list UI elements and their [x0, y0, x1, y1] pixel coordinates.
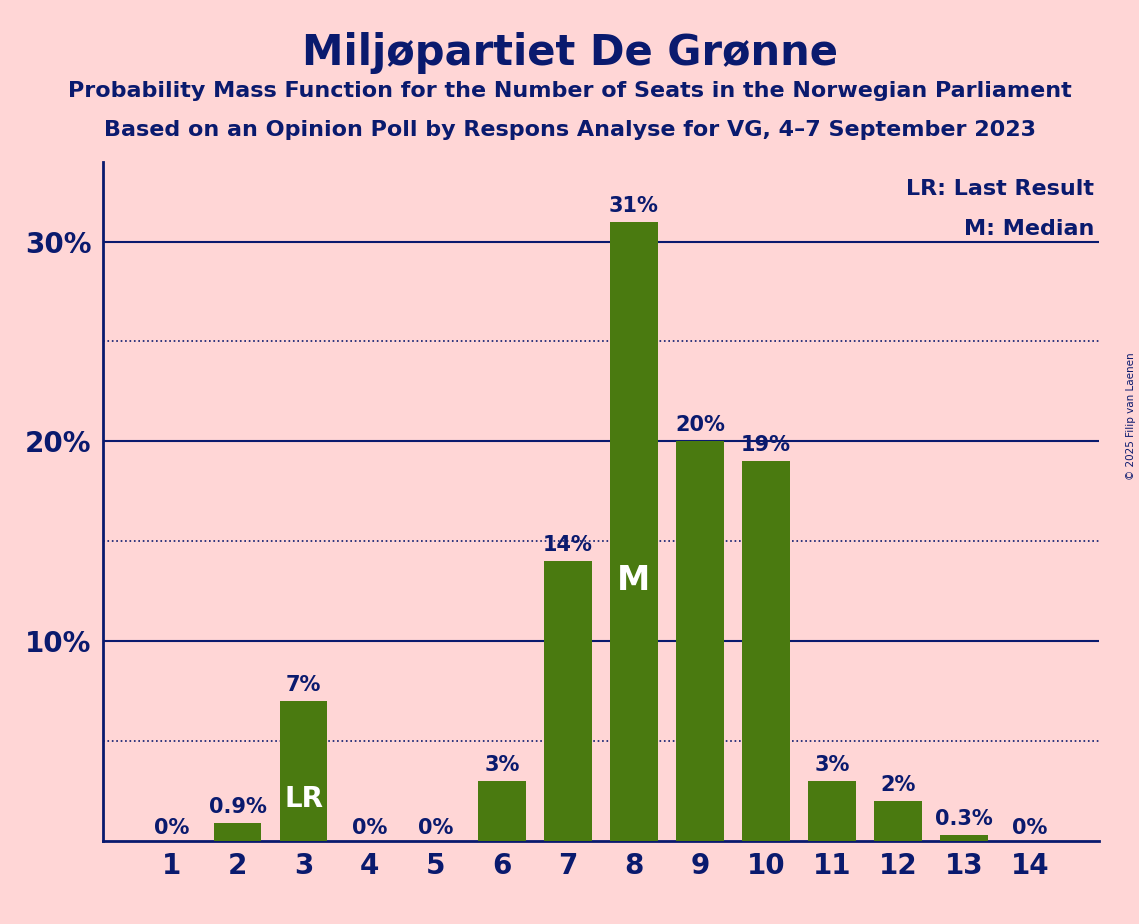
Bar: [544, 561, 591, 841]
Bar: [677, 442, 723, 841]
Text: Miljøpartiet De Grønne: Miljøpartiet De Grønne: [302, 32, 837, 74]
Text: 0%: 0%: [352, 818, 387, 838]
Text: 2%: 2%: [880, 775, 916, 795]
Text: 3%: 3%: [484, 755, 519, 775]
Bar: [809, 781, 855, 841]
Text: M: Median: M: Median: [964, 219, 1095, 239]
Bar: [214, 823, 261, 841]
Text: 20%: 20%: [675, 416, 724, 435]
Text: Probability Mass Function for the Number of Seats in the Norwegian Parliament: Probability Mass Function for the Number…: [67, 81, 1072, 102]
Bar: [875, 801, 921, 841]
Text: 19%: 19%: [740, 435, 790, 456]
Text: 31%: 31%: [609, 196, 658, 215]
Bar: [611, 222, 657, 841]
Text: 3%: 3%: [814, 755, 850, 775]
Text: LR: LR: [284, 784, 323, 813]
Text: 0%: 0%: [154, 818, 189, 838]
Text: 0%: 0%: [418, 818, 453, 838]
Text: Based on an Opinion Poll by Respons Analyse for VG, 4–7 September 2023: Based on an Opinion Poll by Respons Anal…: [104, 120, 1035, 140]
Text: 7%: 7%: [286, 675, 321, 695]
Text: 14%: 14%: [543, 535, 592, 555]
Text: 0%: 0%: [1013, 818, 1048, 838]
Text: M: M: [617, 565, 650, 597]
Bar: [941, 835, 988, 841]
Bar: [478, 781, 525, 841]
Text: 0.9%: 0.9%: [208, 796, 267, 817]
Bar: [743, 461, 789, 841]
Bar: [280, 701, 327, 841]
Text: 0.3%: 0.3%: [935, 808, 993, 829]
Text: © 2025 Filip van Laenen: © 2025 Filip van Laenen: [1126, 352, 1136, 480]
Text: LR: Last Result: LR: Last Result: [907, 178, 1095, 199]
